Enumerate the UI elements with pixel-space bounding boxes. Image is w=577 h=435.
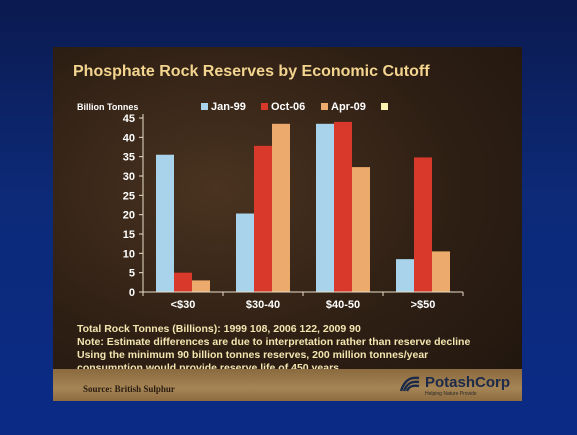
y-tick-label: 30 bbox=[123, 171, 135, 183]
legend-label: Jan-99 bbox=[211, 101, 246, 113]
y-tick-label: 25 bbox=[123, 190, 135, 202]
source-note: Source: British Sulphur bbox=[83, 384, 175, 394]
logo-tagline: Helping Nature Provide bbox=[425, 391, 477, 397]
note-estimate-differences: Note: Estimate differences are due to in… bbox=[77, 336, 471, 348]
y-axis: 0 5 10 15 20 25 30 35 40 45 bbox=[123, 113, 144, 299]
bar-apr-09-3 bbox=[432, 251, 450, 292]
bar-oct-06-2 bbox=[334, 121, 352, 292]
note-total-tonnes: Total Rock Tonnes (Billions): 1999 108, … bbox=[77, 323, 361, 335]
slide: Phosphate Rock Reserves by Economic Cuto… bbox=[53, 47, 522, 401]
bar-apr-09-1 bbox=[272, 123, 290, 292]
y-tick-label: 20 bbox=[123, 210, 135, 222]
potashcorp-logo: PotashCorp Helping Nature Provide bbox=[399, 373, 511, 397]
footer-band bbox=[53, 369, 522, 401]
bar-oct-06-3 bbox=[414, 157, 432, 292]
x-tick-label: >$50 bbox=[411, 299, 436, 311]
y-tick-label: 15 bbox=[123, 229, 135, 241]
legend-swatch bbox=[321, 103, 328, 110]
chart-legend: Jan-99 Oct-06 Apr-09 bbox=[201, 101, 388, 113]
x-tick-label: $30-40 bbox=[246, 299, 280, 311]
x-tick-label: <$30 bbox=[171, 299, 196, 311]
potashcorp-logo-icon bbox=[399, 376, 420, 392]
bar-jan-99-1 bbox=[236, 213, 254, 292]
bar-jan-99-3 bbox=[396, 259, 414, 292]
bar-jan-99-2 bbox=[316, 123, 334, 292]
chart-notes: Total Rock Tonnes (Billions): 1999 108, … bbox=[77, 323, 517, 375]
y-tick-label: 35 bbox=[123, 152, 135, 164]
bars bbox=[156, 121, 450, 292]
legend-swatch bbox=[201, 103, 208, 110]
x-tick-label: $40-50 bbox=[326, 299, 360, 311]
y-tick-label: 5 bbox=[129, 268, 135, 280]
y-tick-label: 0 bbox=[129, 287, 135, 299]
logo-wordmark: PotashCorp bbox=[425, 374, 511, 391]
y-tick-label: 10 bbox=[123, 248, 135, 260]
bar-chart: Jan-99 Oct-06 Apr-09 0 5 10 15 20 25 30 35 40 45 <$… bbox=[123, 101, 464, 311]
bar-apr-09-2 bbox=[352, 167, 370, 292]
y-axis-unit-label: Billion Tonnes bbox=[77, 102, 139, 112]
y-tick-label: 40 bbox=[123, 132, 135, 144]
bar-oct-06-0 bbox=[174, 272, 192, 292]
legend-swatch bbox=[261, 103, 268, 110]
legend-swatch bbox=[381, 103, 388, 110]
y-tick-label: 45 bbox=[123, 113, 135, 125]
bar-oct-06-1 bbox=[254, 145, 272, 292]
note-reserve-life-line-1: Using the minimum 90 billion tonnes rese… bbox=[77, 349, 429, 361]
bar-jan-99-0 bbox=[156, 154, 174, 292]
legend-label: Oct-06 bbox=[271, 101, 305, 113]
bar-apr-09-0 bbox=[192, 280, 210, 292]
legend-label: Apr-09 bbox=[331, 101, 366, 113]
chart-title: Phosphate Rock Reserves by Economic Cuto… bbox=[73, 63, 430, 80]
x-axis: <$30 $30-40 $40-50 >$50 bbox=[142, 291, 464, 311]
